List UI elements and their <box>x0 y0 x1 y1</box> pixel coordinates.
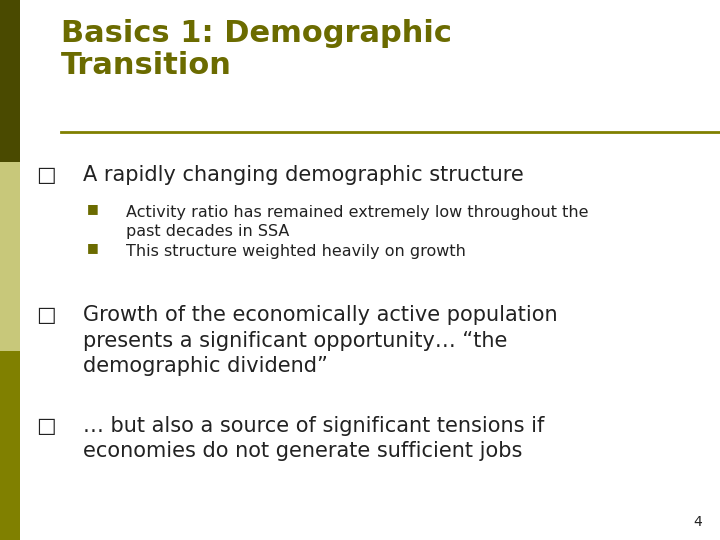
Text: ■: ■ <box>86 241 98 254</box>
Text: Activity ratio has remained extremely low throughout the
past decades in SSA: Activity ratio has remained extremely lo… <box>126 205 588 239</box>
Text: Growth of the economically active population
presents a significant opportunity…: Growth of the economically active popula… <box>83 305 557 376</box>
Text: ■: ■ <box>86 202 98 215</box>
Text: □: □ <box>36 305 55 325</box>
Text: □: □ <box>36 416 55 436</box>
Text: A rapidly changing demographic structure: A rapidly changing demographic structure <box>83 165 523 185</box>
Text: □: □ <box>36 165 55 185</box>
Text: Basics 1: Demographic
Transition: Basics 1: Demographic Transition <box>61 19 452 80</box>
Text: 4: 4 <box>693 515 702 529</box>
Bar <box>0 162 20 351</box>
Bar <box>0 351 20 540</box>
Text: … but also a source of significant tensions if
economies do not generate suffici: … but also a source of significant tensi… <box>83 416 544 461</box>
Text: This structure weighted heavily on growth: This structure weighted heavily on growt… <box>126 244 466 259</box>
Bar <box>0 0 20 162</box>
